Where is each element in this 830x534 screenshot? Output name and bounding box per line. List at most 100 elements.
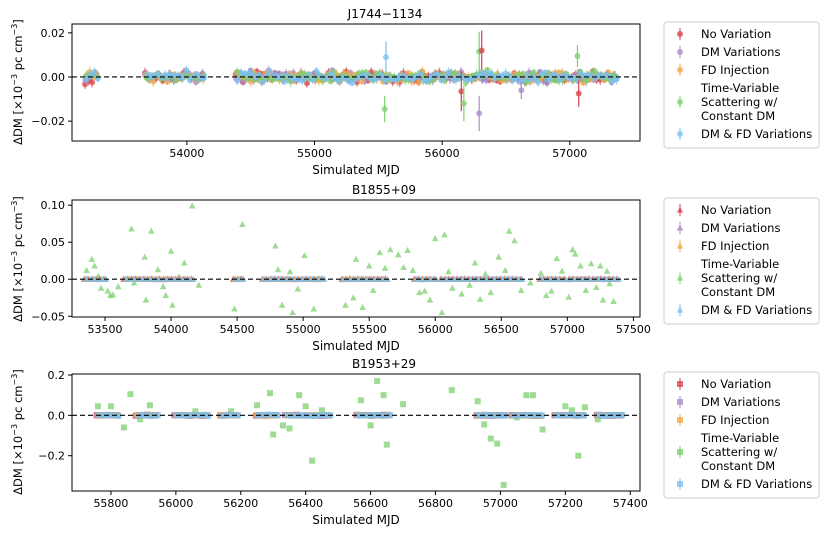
legend-label: Scattering w/ — [701, 271, 777, 285]
data-point — [320, 275, 328, 282]
plot-marks-1 — [72, 30, 640, 132]
legend-label: Constant DM — [701, 285, 775, 299]
data-point — [531, 412, 538, 419]
data-point-scattering — [180, 259, 188, 266]
data-point-scattering — [286, 425, 293, 432]
data-point-scattering — [141, 253, 148, 260]
data-point — [186, 77, 193, 84]
data-point — [134, 275, 142, 282]
x-tick-label: 57200 — [548, 497, 583, 510]
data-point — [172, 77, 179, 84]
data-point-scattering — [91, 262, 98, 269]
data-point-scattering — [270, 431, 277, 438]
data-point — [122, 275, 130, 282]
data-point-scattering — [367, 422, 374, 429]
legend-marker — [676, 206, 684, 213]
data-point-scattering — [228, 408, 235, 415]
data-point — [584, 77, 591, 84]
legend-label: Time-Variable — [700, 257, 779, 271]
data-point — [183, 67, 190, 74]
data-point — [107, 412, 114, 419]
data-point — [515, 412, 522, 419]
data-point-scattering — [458, 290, 465, 297]
y-tick-label: −0.2 — [38, 450, 65, 463]
x-tick-label: 56800 — [418, 497, 453, 510]
data-point — [417, 71, 424, 78]
data-point-scattering — [94, 403, 101, 410]
y-ticks-2: −0.05 0.00 0.05 0.10 — [31, 199, 72, 323]
data-point — [327, 70, 334, 77]
data-point — [523, 412, 530, 419]
data-point-outlier — [476, 110, 483, 117]
data-point-scattering — [114, 283, 122, 290]
data-point-scattering — [582, 286, 590, 293]
legend-box — [663, 21, 820, 149]
data-point-scattering — [449, 284, 456, 291]
y-ticks-3: −0.2 0.0 0.2 — [38, 369, 72, 463]
y-ticks-1: −0.02 0.00 0.02 — [31, 27, 72, 128]
data-point-outlier — [460, 100, 467, 107]
data-point-scattering — [387, 246, 394, 253]
data-point-scattering — [476, 295, 484, 302]
data-point-scattering — [562, 403, 569, 410]
data-point-scattering — [301, 252, 308, 259]
data-point — [574, 77, 581, 84]
data-point-scattering — [558, 267, 566, 274]
data-point — [115, 412, 122, 419]
legend-label: FD Injection — [701, 63, 769, 77]
legend-label: DM & FD Variations — [701, 303, 812, 317]
data-point-scattering — [482, 270, 489, 277]
data-point — [306, 71, 313, 78]
data-point-scattering — [466, 281, 473, 288]
data-point-scattering — [296, 392, 303, 399]
data-point-scattering — [587, 260, 595, 267]
legend-marker — [677, 131, 683, 137]
data-point-scattering — [127, 391, 134, 398]
panel-3-ylabel: ΔDM [×10−3 pc cm−3] — [10, 369, 25, 495]
data-point — [371, 412, 378, 419]
data-point — [520, 77, 527, 84]
data-point-scattering — [481, 421, 488, 428]
legend-marker — [677, 449, 683, 455]
data-point-scattering — [130, 279, 138, 286]
legend-label: DM Variations — [701, 395, 780, 409]
data-point-scattering — [474, 398, 481, 405]
data-point-scattering — [542, 292, 550, 299]
data-point-scattering — [309, 457, 316, 464]
data-point — [244, 76, 251, 83]
y-tick-label: −0.02 — [31, 115, 65, 128]
data-point-scattering — [421, 287, 428, 294]
data-point — [309, 76, 316, 83]
x-tick-label: 56400 — [288, 497, 323, 510]
data-point-outlier — [575, 90, 582, 97]
data-point — [234, 412, 241, 419]
data-point — [445, 69, 452, 76]
data-point-scattering — [593, 283, 600, 290]
data-point-scattering — [88, 255, 96, 262]
data-point-scattering — [254, 402, 261, 409]
data-point-scattering — [539, 426, 546, 433]
data-point-scattering — [553, 255, 561, 262]
data-point-scattering — [445, 268, 452, 275]
data-point-scattering — [381, 264, 389, 271]
data-point-scattering — [494, 440, 501, 447]
legend-label: FD Injection — [701, 413, 769, 427]
data-point-scattering — [167, 247, 175, 254]
data-point-scattering — [597, 262, 604, 269]
data-point — [499, 412, 506, 419]
data-point-scattering — [380, 392, 387, 399]
data-point — [453, 76, 460, 83]
data-point — [387, 412, 394, 419]
x-tick-label: 54000 — [154, 323, 189, 336]
legend-3: No Variation DM Variations FD Injection Tim… — [663, 371, 820, 499]
x-tick-label: 56500 — [484, 323, 519, 336]
data-point-scattering — [568, 407, 575, 414]
data-point — [323, 412, 330, 419]
panel-3-title: B1953+29 — [352, 357, 416, 371]
panel-1-xlabel: Simulated MJD — [312, 163, 400, 177]
data-point-scattering — [266, 390, 273, 397]
x-tick-label: 54500 — [220, 323, 255, 336]
data-point-scattering — [357, 397, 364, 404]
data-point — [363, 412, 370, 419]
